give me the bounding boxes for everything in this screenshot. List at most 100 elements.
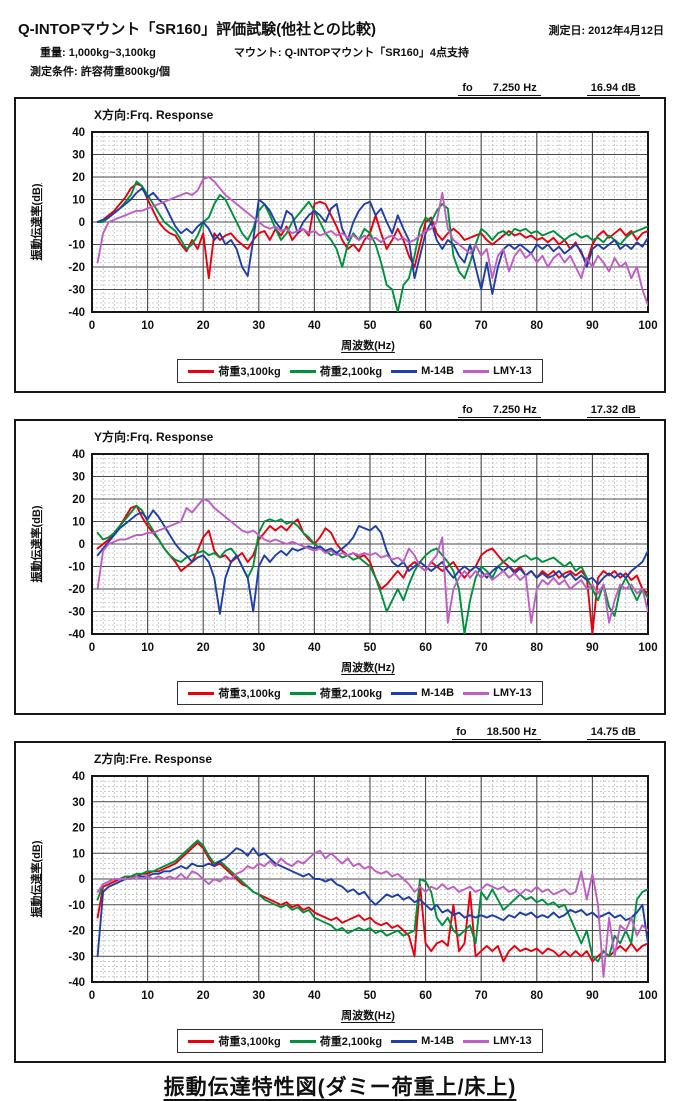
- chart-title: Y方向:Frq. Response: [94, 430, 214, 444]
- svg-text:-20: -20: [68, 262, 85, 274]
- svg-text:60: 60: [419, 320, 432, 332]
- svg-text:-40: -40: [68, 977, 85, 989]
- x-axis-label: 周波数(Hz): [341, 662, 395, 674]
- legend-label: 荷重3,100kg: [218, 366, 281, 378]
- fo-row-y: fo 7.250 Hz 17.32 dB: [14, 401, 666, 419]
- svg-text:20: 20: [197, 990, 210, 1002]
- frequency-response-plot-z: 0 10 20 30 40 50 60 70 80 90 100403020100-10-20-30…: [29, 771, 658, 1002]
- legend-swatch: [188, 1039, 215, 1043]
- fo-frequency: 18.500 Hz: [486, 726, 537, 738]
- svg-text:60: 60: [419, 642, 432, 654]
- chart-legend: 荷重3,100kg 荷重2,100kg M-14B LMY-13: [177, 1029, 543, 1053]
- svg-text:40: 40: [72, 127, 85, 139]
- svg-text:70: 70: [475, 642, 488, 654]
- svg-text:10: 10: [141, 642, 154, 654]
- svg-text:-10: -10: [68, 562, 85, 574]
- svg-text:0: 0: [89, 642, 95, 654]
- legend-label: LMY-13: [493, 1035, 532, 1047]
- svg-text:10: 10: [141, 320, 154, 332]
- legend-swatch: [289, 691, 316, 695]
- svg-text:70: 70: [475, 990, 488, 1002]
- fo-level: 14.75 dB: [586, 726, 640, 740]
- legend-swatch: [463, 369, 490, 373]
- legend-swatch: [188, 369, 215, 373]
- svg-text:振動伝達率(dB): 振動伝達率(dB): [29, 505, 43, 582]
- legend-swatch: [188, 691, 215, 695]
- svg-text:40: 40: [308, 642, 321, 654]
- svg-text:-30: -30: [68, 285, 85, 297]
- svg-text:30: 30: [72, 150, 85, 162]
- legend-swatch: [391, 1039, 418, 1043]
- svg-text:80: 80: [530, 642, 543, 654]
- svg-text:10: 10: [72, 195, 85, 207]
- chart-panel-x: X方向:Frq. Response 0 10 20 30 40 50 60 70 80 90 100…: [14, 97, 666, 393]
- fo-frequency: 7.250 Hz: [492, 82, 537, 94]
- svg-text:90: 90: [586, 642, 599, 654]
- page-title: Q-INTOPマウント「SR160」評価試験(他社との比較): [18, 21, 376, 38]
- svg-text:振動伝達率(dB): 振動伝達率(dB): [29, 840, 43, 917]
- svg-text:60: 60: [419, 990, 432, 1002]
- svg-text:10: 10: [72, 848, 85, 860]
- svg-text:50: 50: [364, 642, 377, 654]
- legend-item: 荷重3,100kg: [188, 1033, 281, 1049]
- legend-item: M-14B: [391, 1035, 454, 1047]
- frequency-response-plot-x: 0 10 20 30 40 50 60 70 80 90 100403020100-10-20-30…: [29, 127, 658, 332]
- svg-text:30: 30: [252, 990, 265, 1002]
- fo-label: fo: [462, 404, 473, 416]
- legend-item: LMY-13: [463, 1035, 532, 1047]
- fo-label: fo: [456, 726, 467, 738]
- chart-panel-z: Z方向:Fre. Response 0 10 20 30 40 50 60 70 80 90 100…: [14, 741, 666, 1063]
- svg-text:90: 90: [586, 320, 599, 332]
- meta-weight: 重量: 1,000kg~3,100kg: [40, 47, 156, 59]
- legend-swatch: [289, 1039, 316, 1043]
- x-axis-label: 周波数(Hz): [341, 1010, 395, 1022]
- svg-text:20: 20: [72, 494, 85, 506]
- svg-text:90: 90: [586, 990, 599, 1002]
- legend-swatch: [391, 691, 418, 695]
- svg-text:40: 40: [72, 449, 85, 461]
- legend-label: 荷重3,100kg: [218, 1036, 281, 1048]
- legend-label: 荷重2,100kg: [319, 688, 383, 700]
- legend-item: 荷重3,100kg: [188, 685, 281, 701]
- svg-text:70: 70: [475, 320, 488, 332]
- legend-item: 荷重2,100kg: [289, 363, 383, 379]
- svg-text:-30: -30: [68, 607, 85, 619]
- report-header: Q-INTOPマウント「SR160」評価試験(他社との比較) 測定日: 2012…: [14, 12, 666, 79]
- fo-label: fo: [462, 82, 473, 94]
- fo-frequency: 7.250 Hz: [492, 404, 537, 416]
- svg-text:-20: -20: [68, 584, 85, 596]
- svg-text:80: 80: [530, 320, 543, 332]
- meta-condition: 測定条件: 許容荷重800kg/個: [30, 66, 170, 78]
- legend-label: 荷重2,100kg: [319, 366, 383, 378]
- svg-text:0: 0: [79, 539, 85, 551]
- svg-text:0: 0: [79, 217, 85, 229]
- svg-text:0: 0: [89, 990, 95, 1002]
- legend-item: M-14B: [391, 687, 454, 699]
- legend-label: LMY-13: [493, 687, 532, 699]
- legend-label: 荷重2,100kg: [319, 1036, 383, 1048]
- svg-text:30: 30: [72, 472, 85, 484]
- svg-text:-30: -30: [68, 951, 85, 963]
- x-axis-label: 周波数(Hz): [341, 340, 395, 352]
- svg-text:100: 100: [638, 320, 657, 332]
- legend-item: 荷重2,100kg: [289, 685, 383, 701]
- chart-legend: 荷重3,100kg 荷重2,100kg M-14B LMY-13: [177, 681, 543, 705]
- svg-text:30: 30: [252, 320, 265, 332]
- svg-text:-40: -40: [68, 629, 85, 641]
- svg-text:0: 0: [79, 874, 85, 886]
- legend-swatch: [463, 691, 490, 695]
- svg-text:40: 40: [308, 320, 321, 332]
- svg-text:100: 100: [638, 990, 657, 1002]
- svg-text:50: 50: [364, 320, 377, 332]
- legend-item: LMY-13: [463, 365, 532, 377]
- svg-text:0: 0: [89, 320, 95, 332]
- fo-level: 16.94 dB: [586, 82, 640, 96]
- fo-level: 17.32 dB: [586, 404, 640, 418]
- legend-item: 荷重3,100kg: [188, 363, 281, 379]
- chart-title: Z方向:Fre. Response: [94, 752, 213, 766]
- footer-title: 振動伝達特性図(ダミー荷重上/床上): [163, 1076, 517, 1099]
- legend-label: M-14B: [421, 365, 455, 377]
- svg-text:振動伝達率(dB): 振動伝達率(dB): [29, 183, 43, 260]
- svg-text:40: 40: [72, 771, 85, 783]
- fo-row-z: fo 18.500 Hz 14.75 dB: [14, 723, 666, 741]
